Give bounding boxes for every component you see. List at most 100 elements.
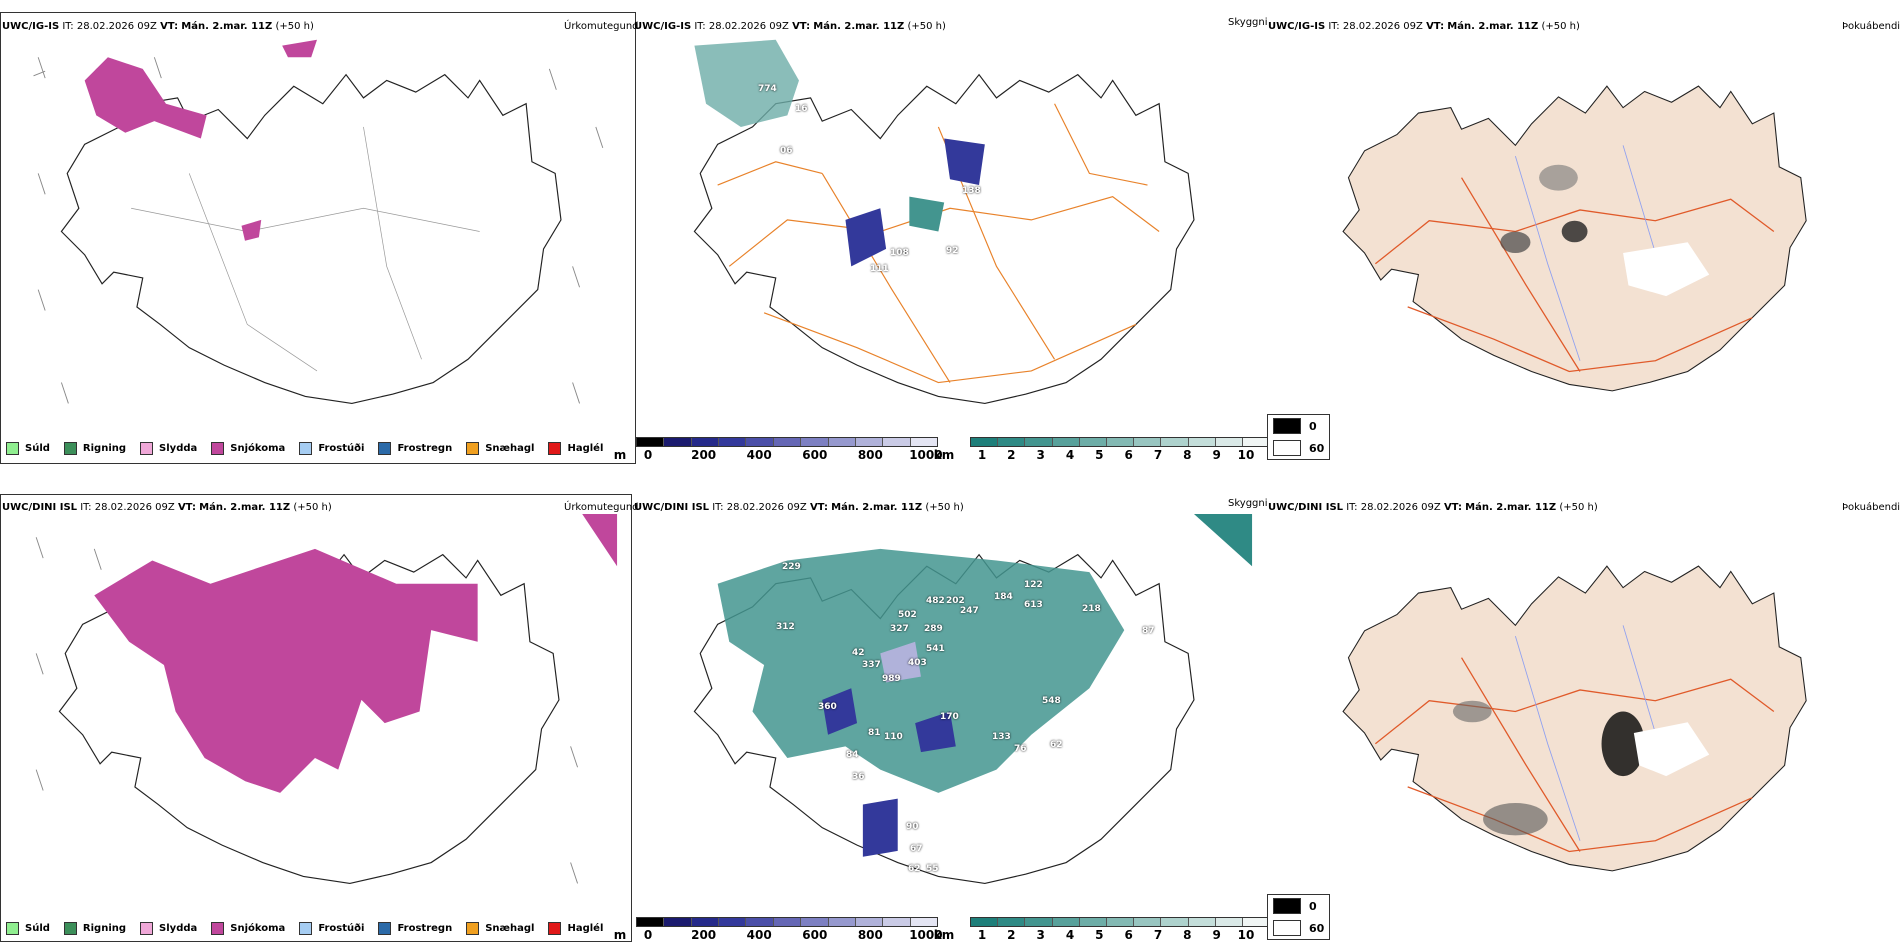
colorbar-tick: 0 bbox=[643, 928, 653, 942]
vt-value: Mán. 2.mar. 11Z bbox=[199, 502, 291, 513]
vt-label: VT: bbox=[160, 21, 179, 32]
ptype-legend-item: Slydda bbox=[140, 922, 197, 935]
haze-legend-item: 60 bbox=[1268, 917, 1329, 939]
colorbar-tick: 3 bbox=[1036, 448, 1045, 462]
label-133: 133 bbox=[992, 732, 1011, 742]
label-327: 327 bbox=[890, 624, 909, 634]
colorbar-tick: 5 bbox=[1095, 448, 1104, 462]
legend-label: Súld bbox=[25, 443, 50, 454]
label-337: 337 bbox=[862, 660, 881, 670]
label-360: 360 bbox=[818, 702, 837, 712]
model-name: UWC/IG-IS bbox=[1268, 21, 1326, 32]
colorbar-step bbox=[1242, 918, 1270, 926]
ptype-legend-item: Snjókoma bbox=[211, 922, 285, 935]
ptype-legend-item: Frostregn bbox=[378, 442, 452, 455]
colorbar-step bbox=[971, 918, 999, 926]
colorbar-tick: 1000 bbox=[909, 448, 943, 462]
map-top-mid bbox=[693, 39, 1195, 405]
legend-swatch bbox=[1273, 418, 1301, 434]
colorbar-step bbox=[828, 438, 856, 446]
colorbar-step bbox=[801, 438, 829, 446]
vt-value: Mán. 2.mar. 11Z bbox=[831, 502, 923, 513]
legend-label: Frostregn bbox=[397, 923, 453, 934]
ptype-legend-item: Rigning bbox=[63, 922, 126, 935]
colorbar-tick: 9 bbox=[1212, 928, 1221, 942]
ceiling-colorbar-top: m 0 200 400 600 800 1000 bbox=[614, 437, 943, 462]
colorbar-tick: 7 bbox=[1153, 928, 1163, 942]
label-90: 90 bbox=[906, 822, 919, 832]
ptype-legend-top: Súld Rigning Slydda Snjókoma Frostúði Frostre… bbox=[6, 442, 617, 455]
colorbar-step bbox=[664, 918, 692, 926]
legend-label: Haglél bbox=[567, 923, 604, 934]
colorbar-step bbox=[664, 438, 692, 446]
legend-swatch bbox=[63, 922, 77, 935]
unit: m bbox=[613, 448, 627, 462]
colorbar-tick: 1 bbox=[977, 928, 987, 942]
label-202: 202 bbox=[946, 596, 965, 606]
panel-bot-left bbox=[0, 494, 632, 942]
product-top-left: Úrkomutegund bbox=[564, 21, 639, 32]
haze-legend-item: 0 bbox=[1268, 895, 1329, 917]
colorbar-tick: 600 bbox=[802, 448, 828, 462]
ptype-legend-item: Súld bbox=[6, 922, 50, 935]
label-229: 229 bbox=[782, 562, 801, 572]
ptype-legend-item: Frostúði bbox=[299, 442, 364, 455]
unit: km bbox=[933, 448, 955, 462]
legend-label: Frostúði bbox=[318, 923, 365, 934]
ptype-legend-item: Haglél bbox=[548, 922, 603, 935]
colorbar-tick: 9 bbox=[1212, 448, 1221, 462]
label-403: 403 bbox=[908, 658, 927, 668]
snow-area bbox=[94, 548, 478, 793]
vt-label: VT: bbox=[792, 21, 811, 32]
ptype-legend-item: Rigning bbox=[63, 442, 126, 455]
model-name: UWC/IG-IS bbox=[634, 21, 692, 32]
colorbar-step bbox=[1188, 918, 1216, 926]
ptype-legend-item: Frostregn bbox=[378, 922, 452, 935]
vt-value: Mán. 2.mar. 11Z bbox=[1447, 21, 1539, 32]
model-name: UWC/DINI ISL bbox=[2, 502, 78, 513]
label-110: 110 bbox=[884, 732, 903, 742]
unit: m bbox=[613, 928, 627, 942]
label-541: 541 bbox=[926, 644, 945, 654]
legend-label: 60 bbox=[1309, 441, 1325, 455]
visibility-colorbar-bot: km 1 2 3 4 5 6 7 8 9 10 bbox=[934, 917, 1270, 942]
legend-swatch bbox=[1273, 440, 1301, 456]
colorbar-tick: 10 bbox=[1237, 928, 1255, 942]
colorbar-step bbox=[883, 438, 911, 446]
colorbar-step bbox=[1242, 438, 1270, 446]
vt-value: Mán. 2.mar. 11Z bbox=[813, 21, 905, 32]
label-548: 548 bbox=[1042, 696, 1061, 706]
legend-swatch bbox=[63, 442, 77, 455]
legend-label: Haglél bbox=[567, 443, 604, 454]
label-138: 138 bbox=[962, 186, 981, 196]
colorbar-tick: 8 bbox=[1183, 448, 1192, 462]
label-613: 613 bbox=[1024, 600, 1043, 610]
colorbar-step bbox=[998, 438, 1026, 446]
it-label: IT: bbox=[712, 502, 724, 513]
legend-label: Frostúði bbox=[318, 443, 365, 454]
legend-label: 0 bbox=[1309, 899, 1317, 913]
colorbar-step bbox=[998, 918, 1026, 926]
label-67: 67 bbox=[910, 844, 923, 854]
ptype-legend-item: Slydda bbox=[140, 442, 197, 455]
label-76: 76 bbox=[1014, 744, 1027, 754]
vt-label: VT: bbox=[1426, 21, 1445, 32]
label-289: 289 bbox=[924, 624, 943, 634]
legend-swatch bbox=[299, 922, 313, 935]
colorbar-step bbox=[855, 438, 884, 446]
colorbar-step bbox=[1079, 918, 1107, 926]
it-value: 28.02.2026 09Z bbox=[1342, 21, 1423, 32]
vt-value: Mán. 2.mar. 11Z bbox=[1465, 502, 1557, 513]
legend-label: Snjókoma bbox=[230, 923, 286, 934]
visibility-colorbar-top: km 1 2 3 4 5 6 7 8 9 10 bbox=[934, 437, 1270, 462]
colorbar-tick: 6 bbox=[1124, 928, 1133, 942]
lead-time: (+50 h) bbox=[907, 21, 946, 32]
colorbar-step bbox=[719, 918, 747, 926]
colorbar-tick: 600 bbox=[802, 928, 828, 942]
colorbar-step bbox=[1161, 438, 1189, 446]
ptype-legend-item: Súld bbox=[6, 442, 50, 455]
colorbar-step bbox=[855, 918, 884, 926]
colorbar-tick: 4 bbox=[1065, 928, 1075, 942]
legend-label: 60 bbox=[1309, 921, 1325, 935]
label-62b: 62 bbox=[908, 864, 921, 874]
